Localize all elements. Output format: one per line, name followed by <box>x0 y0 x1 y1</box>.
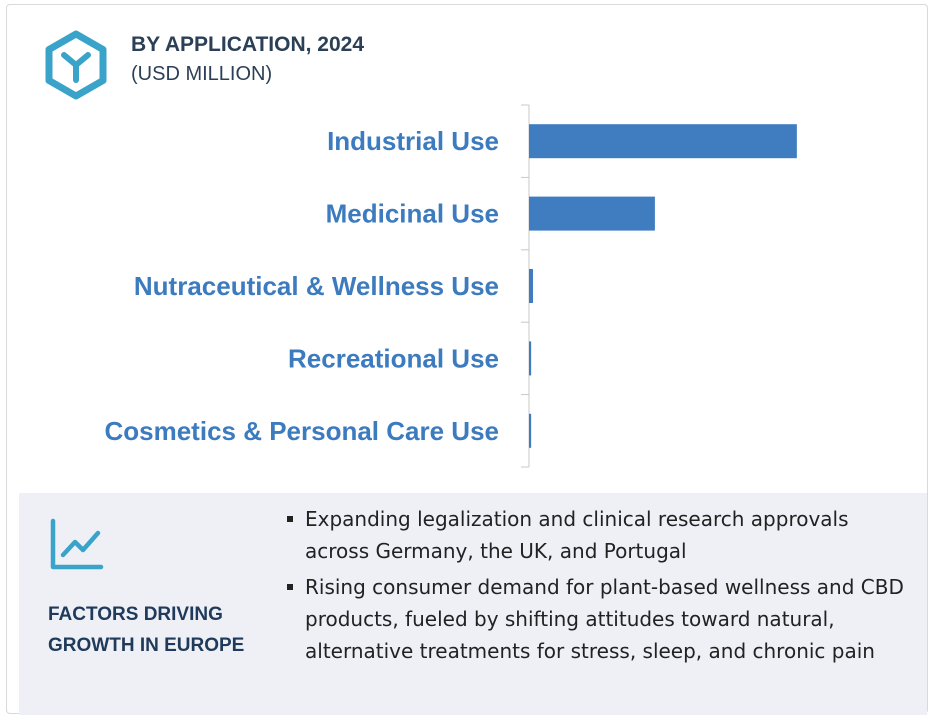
category-label: Industrial Use <box>327 126 499 156</box>
square-bullet-icon <box>287 584 293 590</box>
factor-item: Rising consumer demand for plant-based w… <box>283 571 913 667</box>
category-label: Medicinal Use <box>326 199 499 229</box>
category-label: Cosmetics & Personal Care Use <box>104 416 499 446</box>
trend-chart-icon <box>50 518 104 570</box>
hexagon-y-logo-icon <box>45 30 107 100</box>
infographic-card: BY APPLICATION, 2024 (USD MILLION) Indus… <box>6 4 928 715</box>
bar <box>529 413 532 448</box>
bar <box>529 196 655 231</box>
category-label: Recreational Use <box>288 343 499 373</box>
factor-item: Expanding legalization and clinical rese… <box>283 503 913 567</box>
factors-list: Expanding legalization and clinical rese… <box>283 503 913 671</box>
bar <box>529 341 532 376</box>
chart-title: BY APPLICATION, 2024 <box>131 33 365 56</box>
factors-panel: FACTORS DRIVING GROWTH IN EUROPE Expandi… <box>19 493 927 715</box>
chart-subtitle: (USD MILLION) <box>131 63 273 85</box>
bar <box>529 124 797 159</box>
factor-text: Rising consumer demand for plant-based w… <box>305 575 904 663</box>
bar <box>529 269 534 303</box>
bar-chart: Industrial Use Medicinal Use Nutraceutical… <box>104 104 797 468</box>
category-label: Nutraceutical & Wellness Use <box>134 271 499 301</box>
factor-text: Expanding legalization and clinical rese… <box>305 507 849 563</box>
factors-heading: FACTORS DRIVING GROWTH IN EUROPE <box>48 604 245 656</box>
square-bullet-icon <box>287 516 293 522</box>
